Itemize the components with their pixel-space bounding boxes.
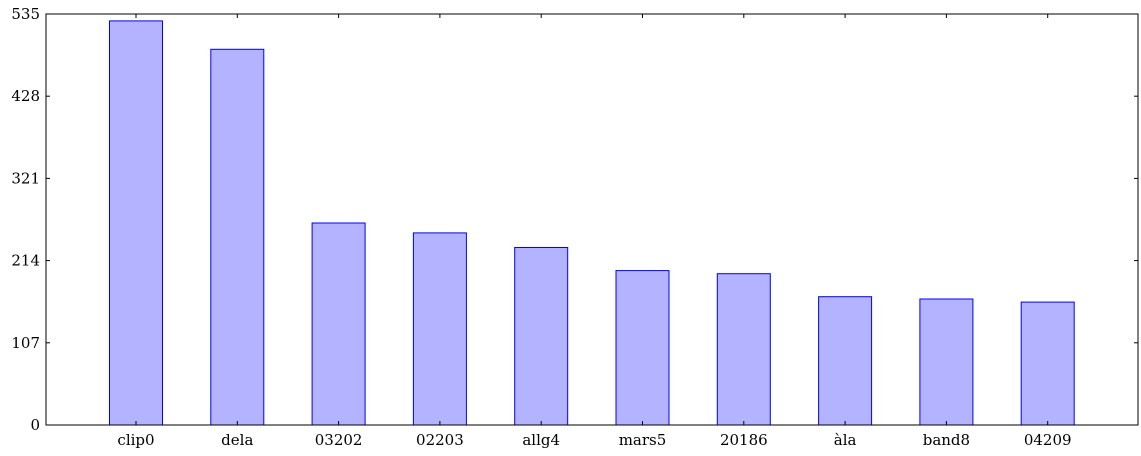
y-tick-label: 428 [11,87,40,105]
bar-6 [716,273,771,426]
y-tick-label: 214 [11,252,40,270]
bar-8 [919,298,974,426]
plot-frame [45,13,1139,426]
bar-3 [412,232,467,426]
bar-0 [109,20,163,426]
x-tick-label: 02203 [416,431,464,449]
bars-layer [109,20,1075,426]
x-tick-label: clip0 [117,431,154,449]
y-tick-label: 0 [30,416,40,434]
bar-1 [210,48,265,426]
bar-4 [514,247,569,426]
x-tick-label: allg4 [522,431,560,449]
x-tick-label: 03202 [315,431,363,449]
x-tick-label: 04209 [1024,431,1072,449]
x-tick-label: 20186 [720,431,768,449]
bar-9 [1020,301,1075,426]
x-tick-label: mars5 [619,431,667,449]
x-tick-label: dela [221,431,253,449]
bar-5 [615,270,670,426]
bar-7 [818,296,873,426]
y-tick-label: 535 [11,5,40,23]
x-tick-label: àla [834,431,857,449]
ticks-layer [46,13,1138,426]
bar-2 [311,222,366,426]
x-tick-label: band8 [923,431,970,449]
labels-layer: clip0 dela 03202 02203 allg4 mars5 20186 àla ban… [11,5,1071,449]
y-tick-label: 107 [11,334,40,352]
y-tick-label: 321 [11,169,40,187]
